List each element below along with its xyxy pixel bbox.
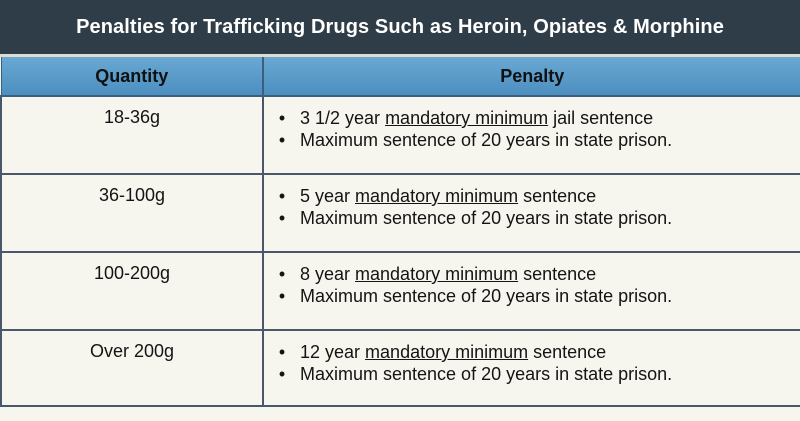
table-row: 18-36g • 3 1/2 year mandatory minimum jai… [0, 95, 800, 175]
table-row: 100-200g • 8 year mandatory minimum sente… [0, 251, 800, 331]
quantity-cell: Over 200g [0, 329, 264, 407]
bullet-icon: • [278, 264, 286, 284]
penalty-cell: • 12 year mandatory minimum sentence • Max… [262, 329, 800, 407]
penalty-list: • 5 year mandatory minimum sentence • Maxi… [272, 185, 800, 229]
penalty-text-underlined: mandatory minimum [355, 186, 519, 206]
penalty-text-suffix: sentence [528, 342, 607, 362]
bullet-icon: • [278, 208, 286, 228]
penalty-text-suffix: sentence [518, 264, 597, 284]
bullet-icon: • [278, 286, 286, 306]
penalty-text-underlined: mandatory minimum [385, 108, 549, 128]
quantity-cell: 18-36g [0, 95, 264, 175]
penalty-cell: • 8 year mandatory minimum sentence • Maxi… [262, 251, 800, 331]
penalties-table: Quantity Penalty 18-36g • 3 1/2 year mand… [0, 57, 800, 407]
list-item: • Maximum sentence of 20 years in state p… [272, 285, 800, 307]
list-item: • Maximum sentence of 20 years in state p… [272, 129, 800, 151]
list-item: • Maximum sentence of 20 years in state p… [272, 363, 800, 385]
penalty-text-prefix: 12 year [300, 342, 366, 362]
quantity-cell: 36-100g [0, 173, 264, 253]
page-title-text: Penalties for Trafficking Drugs Such as … [76, 15, 724, 38]
penalty-text-underlined: mandatory minimum [365, 342, 529, 362]
penalty-cell: • 5 year mandatory minimum sentence • Maxi… [262, 173, 800, 253]
quantity-column-header: Quantity [0, 57, 264, 97]
penalty-text-prefix: 8 year [300, 264, 356, 284]
list-item: • 5 year mandatory minimum sentence [272, 185, 800, 207]
penalty-list: • 12 year mandatory minimum sentence • Max… [272, 341, 800, 385]
penalty-text-maximum: Maximum sentence of 20 years in state pr… [300, 130, 673, 150]
page-title: Penalties for Trafficking Drugs Such as … [0, 0, 800, 54]
penalty-cell: • 3 1/2 year mandatory minimum jail sente… [262, 95, 800, 175]
penalty-text-suffix: sentence [518, 186, 597, 206]
quantity-cell: 100-200g [0, 251, 264, 331]
penalty-text-underlined: mandatory minimum [355, 264, 519, 284]
penalty-text-prefix: 3 1/2 year [300, 108, 386, 128]
table-row: 36-100g • 5 year mandatory minimum senten… [0, 173, 800, 253]
penalty-text-maximum: Maximum sentence of 20 years in state pr… [300, 364, 673, 384]
list-item: • 3 1/2 year mandatory minimum jail sente… [272, 107, 800, 129]
bullet-icon: • [278, 108, 286, 128]
bullet-icon: • [278, 342, 286, 362]
table-row: Over 200g • 12 year mandatory minimum sen… [0, 329, 800, 407]
bullet-icon: • [278, 130, 286, 150]
list-item: • 12 year mandatory minimum sentence [272, 341, 800, 363]
penalty-text-suffix: jail sentence [548, 108, 654, 128]
table-header-row: Quantity Penalty [0, 57, 800, 97]
bullet-icon: • [278, 364, 286, 384]
penalty-list: • 3 1/2 year mandatory minimum jail sente… [272, 107, 800, 151]
list-item: • Maximum sentence of 20 years in state p… [272, 207, 800, 229]
title-divider [0, 54, 800, 57]
penalty-text-prefix: 5 year [300, 186, 356, 206]
penalty-text-maximum: Maximum sentence of 20 years in state pr… [300, 286, 673, 306]
penalty-text-maximum: Maximum sentence of 20 years in state pr… [300, 208, 673, 228]
bullet-icon: • [278, 186, 286, 206]
list-item: • 8 year mandatory minimum sentence [272, 263, 800, 285]
penalty-column-header: Penalty [262, 57, 800, 97]
penalty-list: • 8 year mandatory minimum sentence • Maxi… [272, 263, 800, 307]
